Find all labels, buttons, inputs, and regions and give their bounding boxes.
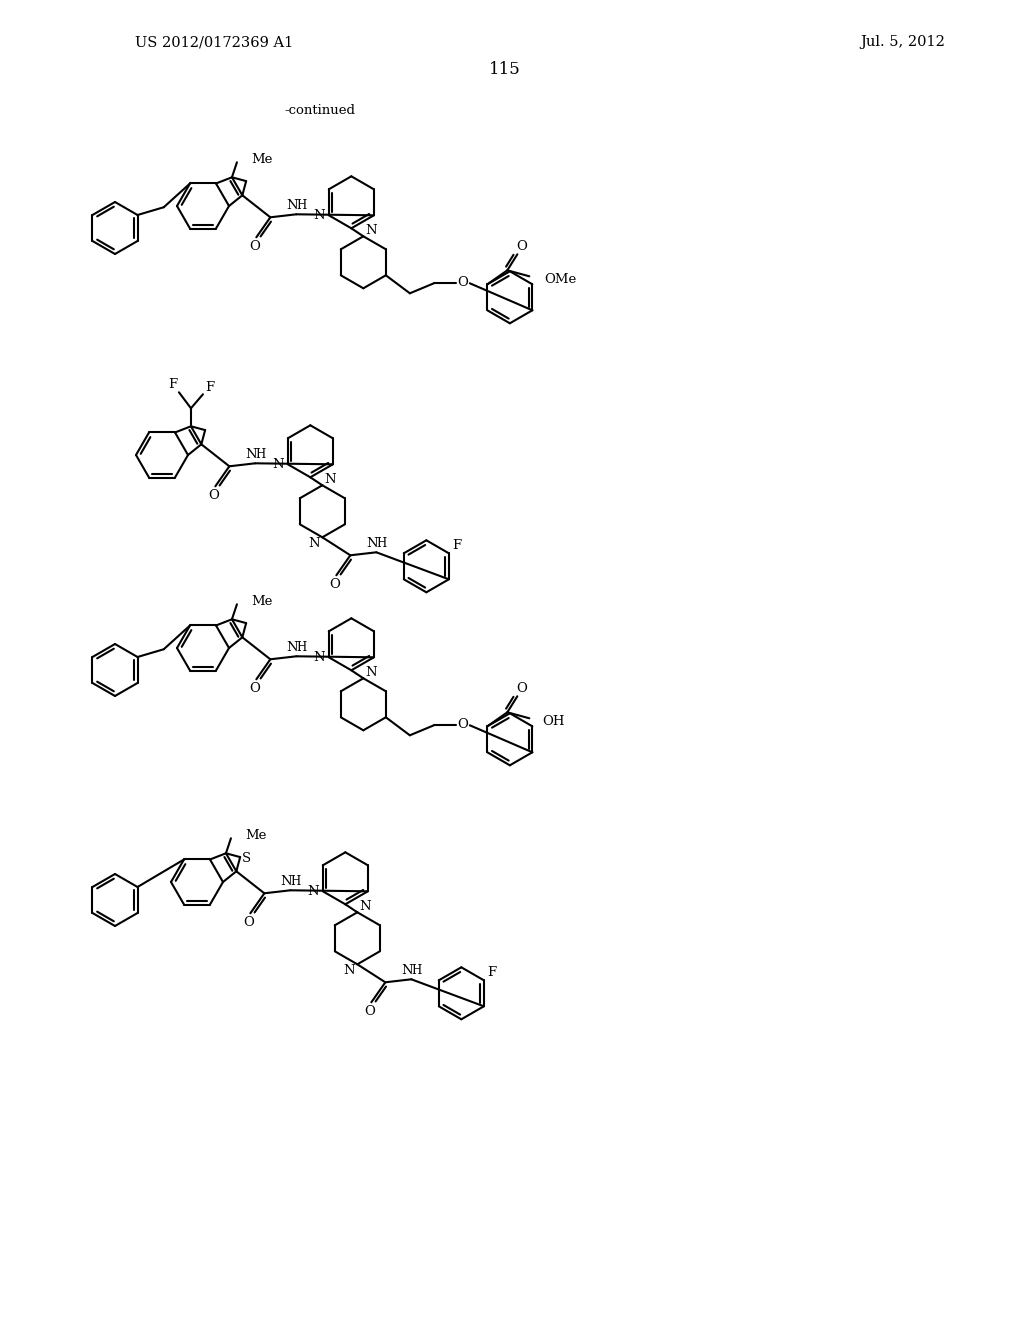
Text: N: N [308,537,321,550]
Text: Me: Me [251,595,272,607]
Text: O: O [516,240,526,253]
Text: F: F [168,378,177,391]
Text: O: O [249,240,260,253]
Text: O: O [364,1005,375,1018]
Text: N: N [359,900,371,913]
Text: N: N [325,473,336,486]
Text: O: O [458,718,468,731]
Text: Me: Me [245,829,266,842]
Text: N: N [246,447,257,461]
Text: H: H [296,640,306,653]
Text: N: N [287,199,298,211]
Text: H: H [296,199,306,211]
Text: 115: 115 [489,62,521,78]
Text: O: O [458,276,468,289]
Text: US 2012/0172369 A1: US 2012/0172369 A1 [135,36,293,49]
Text: Me: Me [251,153,272,166]
Text: N: N [313,209,325,222]
Text: H: H [412,964,422,977]
Text: N: N [366,665,377,678]
Text: OMe: OMe [545,273,577,286]
Text: H: H [255,447,265,461]
Text: N: N [366,224,377,236]
Text: -continued: -continued [285,103,355,116]
Text: N: N [401,964,413,977]
Text: N: N [367,537,378,550]
Text: OH: OH [543,715,565,727]
Text: Jul. 5, 2012: Jul. 5, 2012 [860,36,945,49]
Text: F: F [453,539,462,552]
Text: N: N [287,640,298,653]
Text: N: N [281,875,292,888]
Text: O: O [208,488,219,502]
Text: S: S [242,851,251,865]
Text: N: N [313,651,325,664]
Text: H: H [376,537,386,550]
Text: N: N [343,964,355,977]
Text: F: F [206,380,214,393]
Text: N: N [307,884,318,898]
Text: O: O [329,578,340,591]
Text: F: F [487,966,497,979]
Text: H: H [290,875,300,888]
Text: N: N [272,458,284,471]
Text: O: O [243,916,254,929]
Text: O: O [516,682,526,694]
Text: O: O [249,682,260,694]
